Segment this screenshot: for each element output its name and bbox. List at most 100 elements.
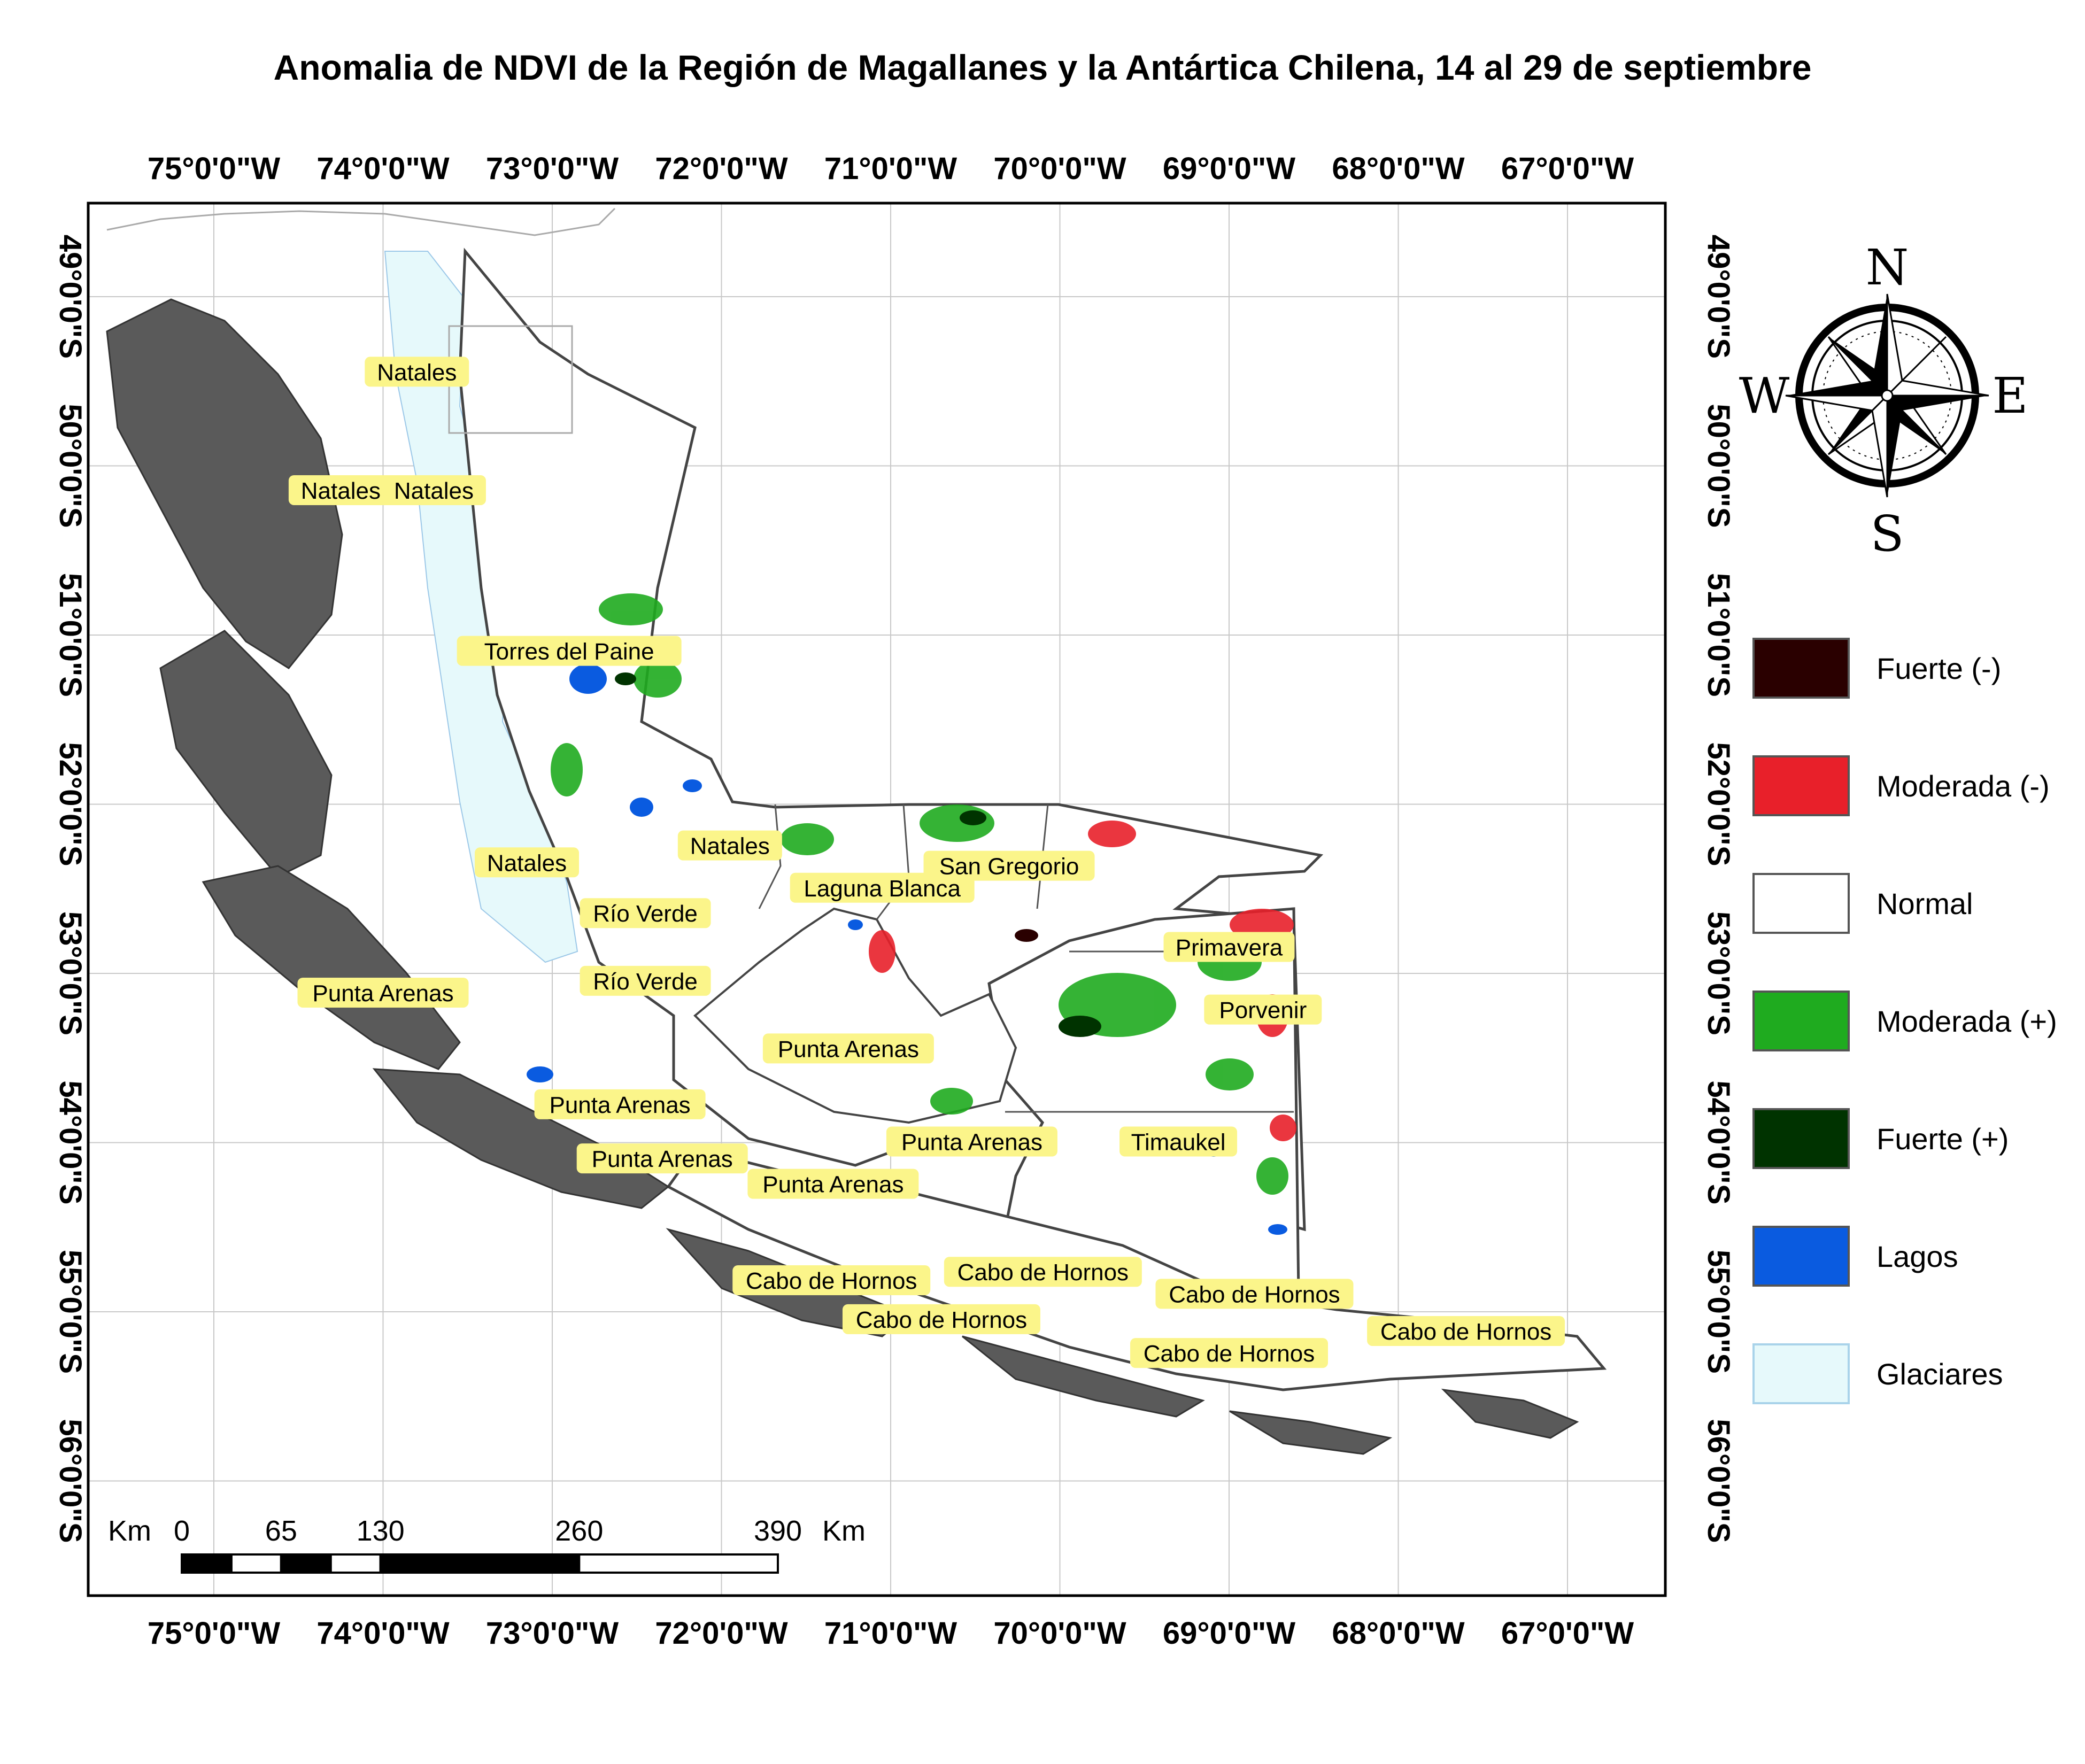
longitude-label: 74°0'0"W	[316, 151, 450, 186]
place-label-background	[576, 1143, 748, 1174]
place-label-background	[762, 1033, 934, 1064]
longitude-label: 67°0'0"W	[1501, 151, 1634, 186]
place-label-text: Punta Arenas	[778, 1036, 919, 1062]
legend-swatch	[1752, 1108, 1850, 1169]
legend-swatch	[1752, 1343, 1850, 1404]
place-label-background	[534, 1089, 706, 1119]
place-label: Punta Arenas	[297, 977, 469, 1008]
scale-bar-segment	[280, 1553, 332, 1574]
place-label: Cabo de Hornos	[842, 1304, 1040, 1334]
scale-bar-segment	[230, 1553, 282, 1574]
place-label-text: Cabo de Hornos	[856, 1307, 1027, 1333]
legend-item: Moderada (-)	[1752, 755, 2050, 816]
scale-bar-segment	[181, 1553, 233, 1574]
place-label-background	[1130, 1338, 1328, 1368]
legend-swatch	[1752, 991, 1850, 1051]
place-label-background	[842, 1304, 1040, 1334]
latitude-label: 51°0'0"S	[53, 573, 88, 697]
scale-bar-segment	[379, 1553, 581, 1574]
latitude-label: 52°0'0"S	[53, 742, 88, 866]
place-label-background	[297, 977, 469, 1008]
place-label-background	[580, 965, 711, 996]
latitude-label: 53°0'0"S	[53, 911, 88, 1035]
longitude-label: 70°0'0"W	[993, 1616, 1126, 1651]
place-label-text: Cabo de Hornos	[1169, 1281, 1340, 1307]
compass-rose: N S E W	[1739, 239, 2028, 562]
legend-label: Normal	[1876, 887, 1973, 920]
latitude-label: 56°0'0"S	[1701, 1419, 1736, 1543]
place-label-text: Punta Arenas	[549, 1092, 690, 1118]
place-label-background	[457, 636, 682, 666]
place-label: Natales	[365, 357, 469, 387]
place-label-text: Natales	[377, 359, 457, 385]
place-label-background	[365, 357, 469, 387]
place-label: Porvenir	[1204, 994, 1322, 1025]
place-label-text: Primavera	[1176, 935, 1283, 961]
ndvi-strong-negative-areas	[1015, 929, 1038, 942]
latitude-label: 53°0'0"S	[1701, 911, 1736, 1035]
place-label: Punta Arenas	[576, 1143, 748, 1174]
longitude-label: 70°0'0"W	[993, 151, 1126, 186]
latitude-labels-left: 49°0'0"S 50°0'0"S 51°0'0"S 52°0'0"S 53°0'0"S…	[53, 235, 88, 1543]
strait-of-magellan	[693, 907, 1017, 1124]
latitude-label: 55°0'0"S	[53, 1250, 88, 1374]
longitude-label: 68°0'0"W	[1332, 1616, 1465, 1651]
latitude-label: 52°0'0"S	[1701, 742, 1736, 866]
place-label-background	[677, 830, 782, 861]
legend-label: Moderada (+)	[1876, 1004, 2057, 1038]
place-label-text: Río Verde	[593, 901, 698, 927]
place-label-text: Natales	[487, 850, 567, 876]
place-label-text: Cabo de Hornos	[1144, 1341, 1315, 1367]
place-label-text: Natales	[690, 833, 770, 860]
place-label-background	[944, 1257, 1142, 1287]
scale-tick-label: 0	[174, 1515, 190, 1547]
scale-bar-segment	[578, 1553, 779, 1574]
place-label: Natales	[288, 475, 393, 505]
place-label-text: Río Verde	[593, 969, 698, 995]
place-label: Primavera	[1163, 932, 1295, 962]
place-label-background	[288, 475, 393, 505]
place-label-text: Torres del Paine	[484, 639, 654, 665]
legend-item: Moderada (+)	[1752, 991, 2057, 1051]
place-label-background	[732, 1265, 931, 1296]
map-frame	[87, 202, 1667, 1597]
place-label: Cabo de Hornos	[1367, 1316, 1565, 1346]
scale-unit-right: Km	[822, 1515, 866, 1547]
scale-tick-label: 390	[754, 1515, 802, 1547]
place-label-text: Natales	[394, 478, 474, 504]
place-label: Natales	[381, 475, 486, 505]
place-label: Torres del Paine	[457, 636, 682, 666]
place-label: Río Verde	[580, 965, 711, 996]
longitude-labels-bottom: 75°0'0"W 74°0'0"W 73°0'0"W 72°0'0"W 71°0'0"W…	[148, 1616, 1634, 1651]
place-label-text: Punta Arenas	[312, 980, 453, 1007]
place-label: Cabo de Hornos	[732, 1265, 931, 1296]
latitude-label: 50°0'0"S	[53, 404, 88, 528]
place-label-background	[580, 898, 711, 929]
longitude-label: 71°0'0"W	[824, 151, 957, 186]
longitude-labels-top: 75°0'0"W 74°0'0"W 73°0'0"W 72°0'0"W 71°0'0"W…	[148, 151, 1634, 186]
compass-s: S	[1870, 505, 1904, 562]
latitude-label: 49°0'0"S	[1701, 235, 1736, 359]
legend-item: Lagos	[1752, 1226, 1958, 1287]
place-label: Punta Arenas	[886, 1126, 1057, 1157]
longitude-label: 72°0'0"W	[655, 151, 788, 186]
place-label: Río Verde	[580, 898, 711, 929]
place-label-background	[886, 1126, 1057, 1157]
longitude-label: 72°0'0"W	[655, 1616, 788, 1651]
place-label: Cabo de Hornos	[1130, 1338, 1328, 1368]
place-label-text: Punta Arenas	[762, 1172, 904, 1198]
place-label: Natales	[677, 830, 782, 861]
place-label-background	[1163, 932, 1295, 962]
longitude-label: 73°0'0"W	[486, 151, 619, 186]
legend-swatch	[1752, 873, 1850, 934]
place-label-text: Timaukel	[1131, 1129, 1226, 1156]
scale-tick-label: 260	[555, 1515, 603, 1547]
legend-item: Normal	[1752, 873, 1973, 934]
latitude-label: 50°0'0"S	[1701, 404, 1736, 528]
latitude-label: 54°0'0"S	[1701, 1080, 1736, 1204]
place-label-background	[381, 475, 486, 505]
longitude-label: 75°0'0"W	[148, 151, 281, 186]
legend: Fuerte (-) Moderada (-) Normal Moderada (+)…	[1752, 638, 2057, 1404]
place-label-background	[1155, 1279, 1354, 1309]
